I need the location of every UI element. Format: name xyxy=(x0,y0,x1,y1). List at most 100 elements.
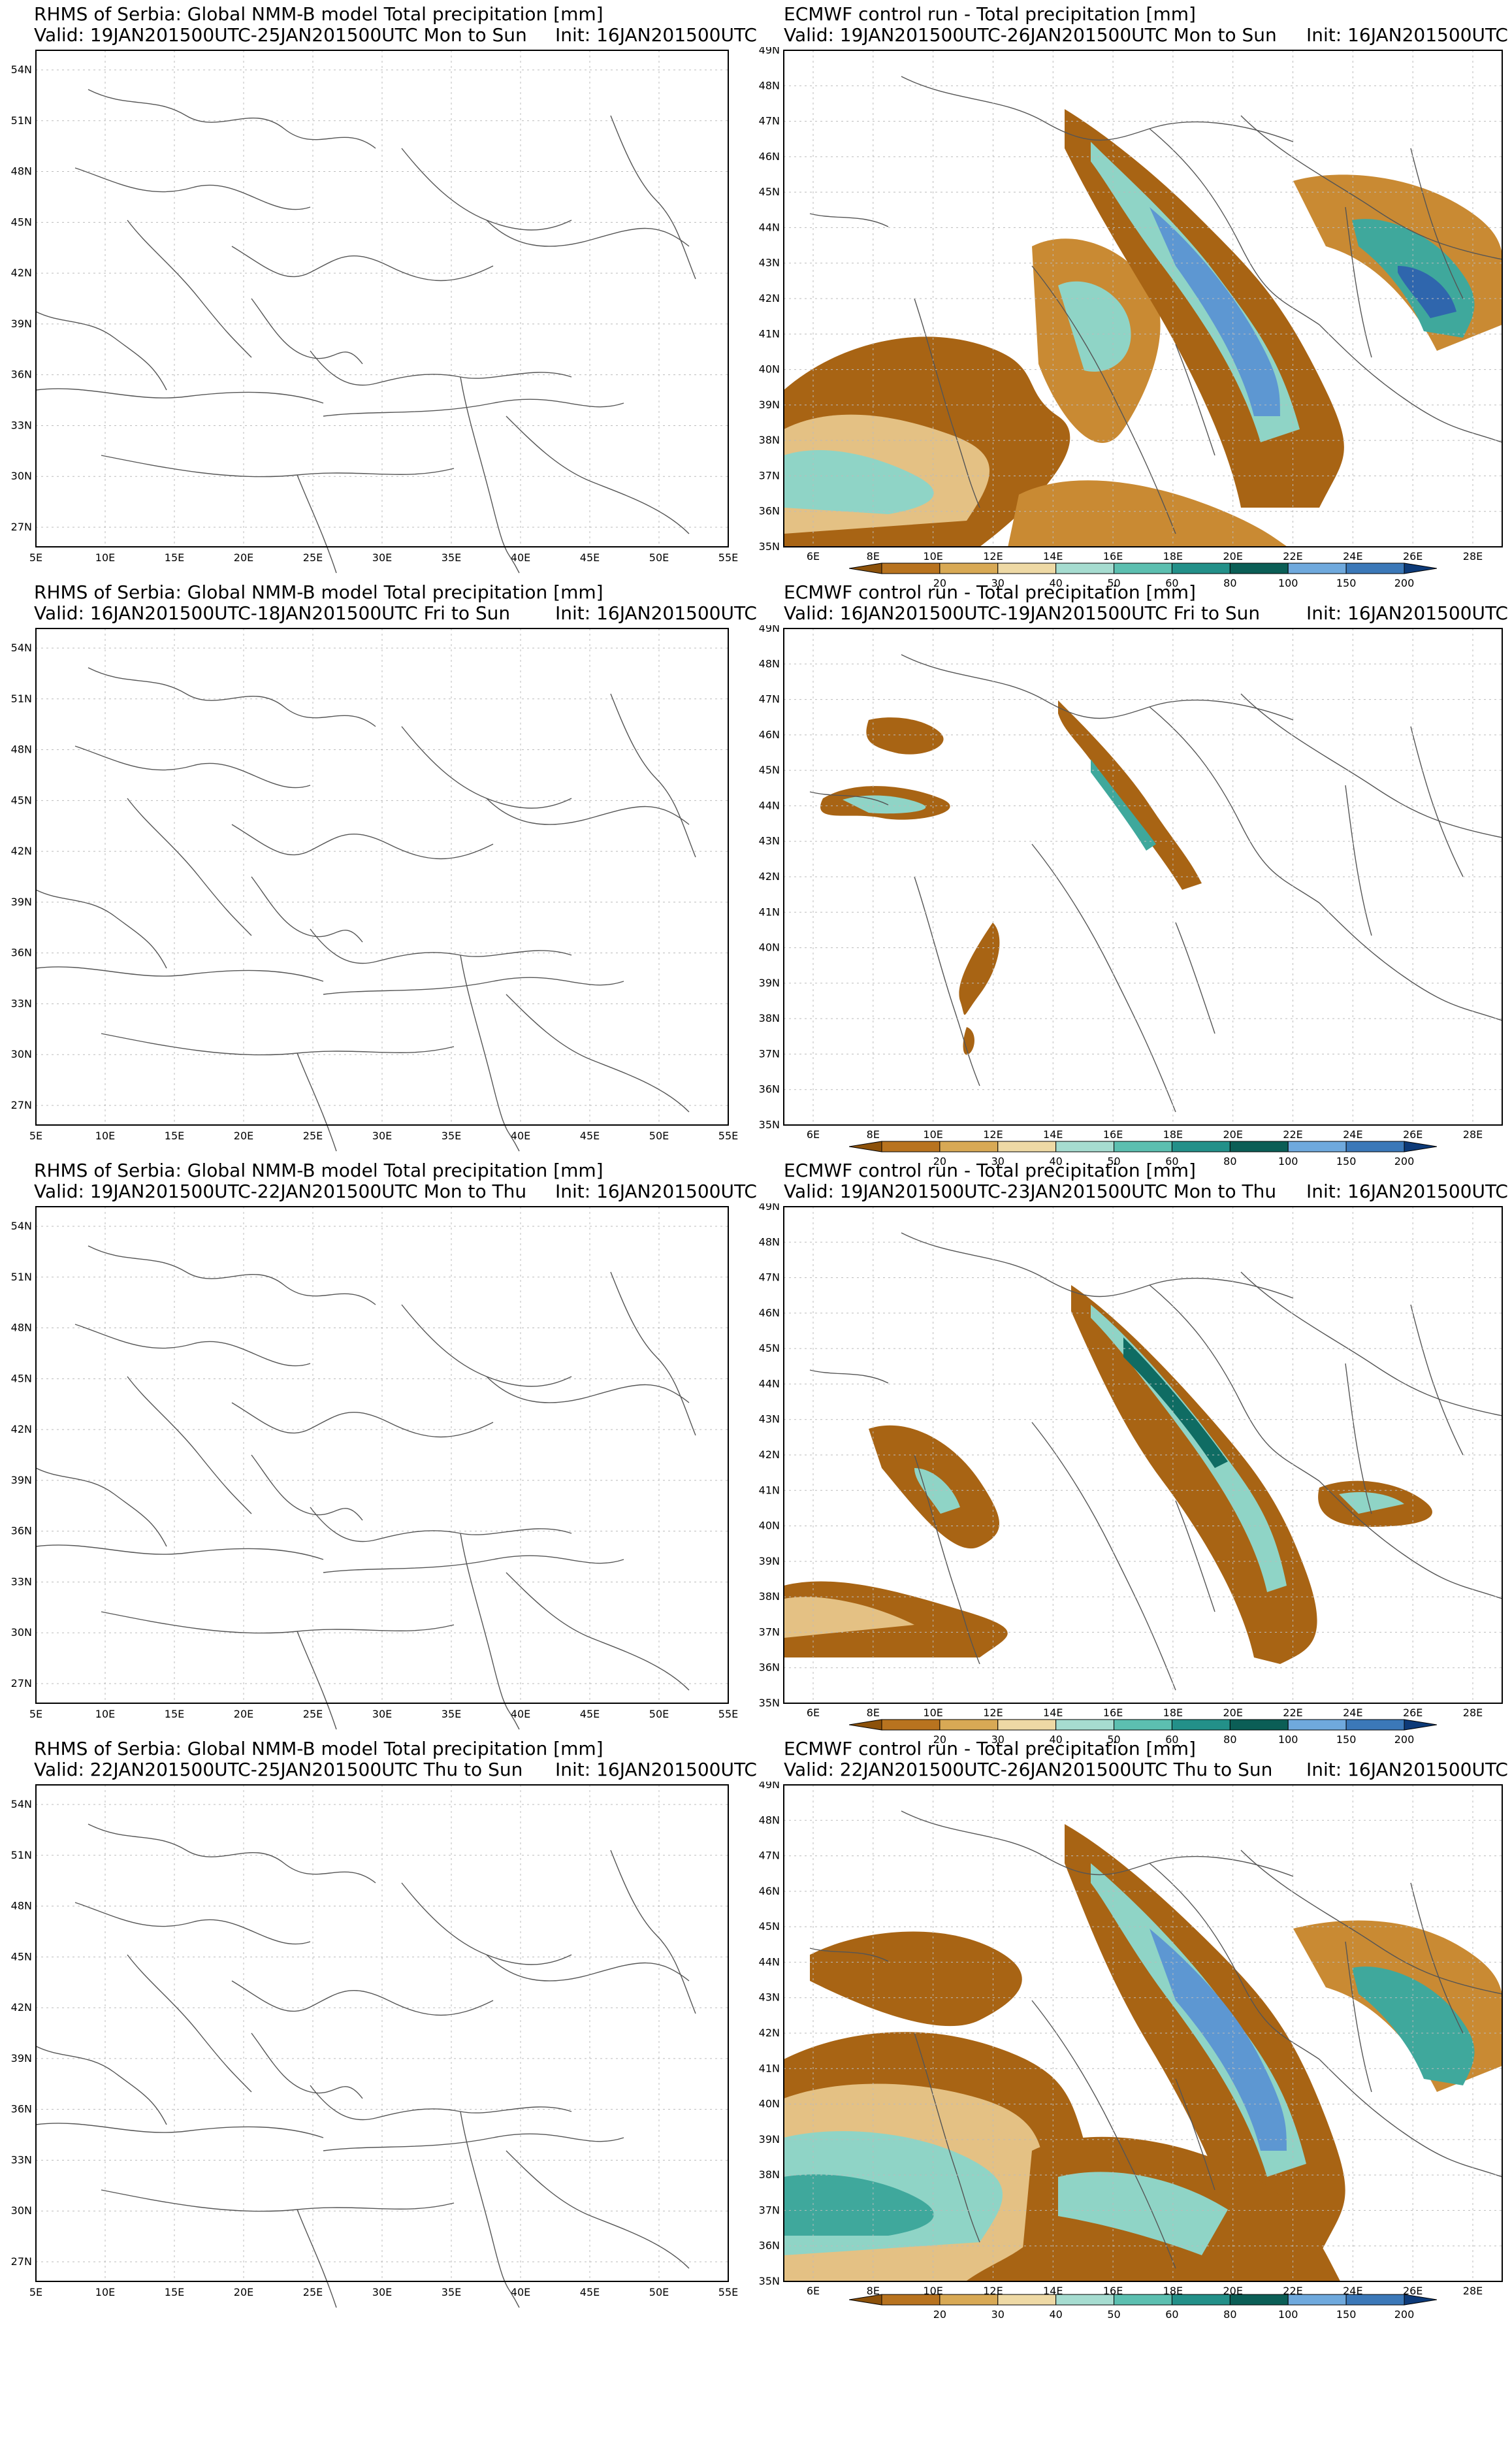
colorbar-segment xyxy=(939,1141,999,1152)
panel-init-time: Init: 16JAN201500UTC xyxy=(1306,1181,1508,1202)
lon-tick-label: 10E xyxy=(923,1706,942,1719)
lon-tick-label: 22E xyxy=(1283,550,1302,563)
lon-tick-label: 20E xyxy=(234,1708,253,1720)
precipitation-area xyxy=(784,1597,914,1638)
panel-init-time: Init: 16JAN201500UTC xyxy=(1306,1759,1508,1780)
colorbar-segment xyxy=(881,1141,941,1152)
lon-tick-label: 55E xyxy=(718,2286,738,2298)
lon-tick-label: 24E xyxy=(1343,550,1362,563)
lon-tick-label: 26E xyxy=(1403,2285,1423,2297)
colorbar-segment xyxy=(849,1719,882,1731)
lon-tick-label: 30E xyxy=(372,1708,392,1720)
precipitation-area xyxy=(866,717,944,755)
nmmb-map: 5E 10E 15E 20E 25E 30E 35E 40E 45E 50E 55E 54N 51N 48… xyxy=(11,50,738,574)
lat-tick-label: 41N xyxy=(759,906,780,918)
lat-tick-label: 48N xyxy=(11,1322,32,1334)
colorbar-label: 200 xyxy=(1394,1155,1415,1167)
lon-tick-label: 24E xyxy=(1343,1706,1362,1719)
lon-tick-label: 40E xyxy=(511,551,530,564)
colorbar-label: 200 xyxy=(1394,577,1415,589)
precipitation-area xyxy=(1352,1967,1475,2085)
precipitation-area xyxy=(1058,700,1202,890)
colorbar-label: 40 xyxy=(1049,1155,1062,1167)
lat-tick-label: 42N xyxy=(759,1448,780,1461)
lat-tick-label: 36N xyxy=(11,1525,32,1537)
lat-tick-label: 33N xyxy=(11,997,32,1009)
colorbar-segment xyxy=(1287,1719,1347,1731)
lon-tick-label: 26E xyxy=(1403,550,1423,563)
lat-tick-label: 48N xyxy=(11,1900,32,1912)
lon-tick-label: 20E xyxy=(234,2286,253,2298)
lat-tick-label: 27N xyxy=(11,521,32,533)
nmmb-map: 5E 10E 15E 20E 25E 30E 35E 40E 45E 50E 55E 54N 51N 48… xyxy=(11,1784,738,2308)
coastlines-borders xyxy=(35,1245,696,1730)
colorbar-segment xyxy=(1404,2294,1437,2306)
lon-tick-label: 16E xyxy=(1103,550,1123,563)
panel-valid-period: Valid: 22JAN201500UTC-26JAN201500UTC Thu… xyxy=(784,1759,1273,1780)
colorbar-label: 200 xyxy=(1394,1733,1415,1746)
colorbar-segment xyxy=(1114,563,1172,574)
panel-valid-period: Valid: 16JAN201500UTC-19JAN201500UTC Fri… xyxy=(784,602,1261,624)
lat-tick-label: 41N xyxy=(759,327,780,340)
lon-tick-label: 5E xyxy=(29,1708,42,1720)
lon-tick-label: 10E xyxy=(923,2285,942,2297)
colorbar-label: 50 xyxy=(1107,2308,1120,2321)
lat-tick-label: 44N xyxy=(759,1377,780,1390)
coastlines-borders xyxy=(809,1810,1502,2269)
lat-tick-label: 45N xyxy=(11,216,32,228)
colorbar-label: 200 xyxy=(1394,2308,1415,2321)
colorbar: 20 30 40 50 60 80 100 150 200 xyxy=(849,1719,1437,1746)
lon-tick-label: 40E xyxy=(511,1708,530,1720)
colorbar-label: 50 xyxy=(1107,1155,1120,1167)
colorbar-segment xyxy=(997,563,1057,574)
lat-tick-label: 45N xyxy=(11,794,32,806)
lat-tick-label: 36N xyxy=(11,2103,32,2115)
colorbar-label: 60 xyxy=(1165,2308,1178,2321)
lat-tick-label: 48N xyxy=(759,1814,780,1826)
lat-tick-label: 47N xyxy=(759,115,780,127)
lon-tick-label: 20E xyxy=(234,551,253,564)
lon-tick-label: 18E xyxy=(1163,1706,1183,1719)
lon-tick-label: 28E xyxy=(1463,2285,1483,2297)
panel-valid-period: Valid: 19JAN201500UTC-25JAN201500UTC Mon… xyxy=(34,24,527,46)
colorbar-label: 80 xyxy=(1223,2308,1236,2321)
lat-tick-label: 38N xyxy=(759,434,780,446)
lon-tick-label: 8E xyxy=(867,2285,880,2297)
colorbar-segment xyxy=(1345,563,1405,574)
colorbar: 20 30 40 50 60 80 100 150 200 xyxy=(849,1141,1437,1167)
colorbar: 20 30 40 50 60 80 100 150 200 xyxy=(849,563,1437,589)
precipitation-area xyxy=(1091,759,1156,851)
lat-tick-label: 39N xyxy=(759,977,780,989)
precipitation-area xyxy=(1339,1492,1404,1514)
colorbar-label: 30 xyxy=(991,1155,1005,1167)
lon-tick-label: 5E xyxy=(29,2286,42,2298)
lat-tick-label: 51N xyxy=(11,114,32,127)
lat-tick-label: 36N xyxy=(759,2240,780,2252)
lat-tick-label: 42N xyxy=(11,845,32,857)
lat-tick-label: 35N xyxy=(759,1697,780,1709)
lat-tick-label: 48N xyxy=(759,1235,780,1248)
colorbar-segment xyxy=(1345,1141,1405,1152)
colorbar-label: 50 xyxy=(1107,1733,1120,1746)
lon-tick-label: 55E xyxy=(718,1708,738,1720)
lat-tick-label: 27N xyxy=(11,1099,32,1111)
lat-tick-label: 36N xyxy=(11,947,32,959)
lon-tick-label: 22E xyxy=(1283,1706,1302,1719)
colorbar-segment xyxy=(939,563,999,574)
panel-title: ECMWF control run - Total precipitation … xyxy=(784,1160,1196,1181)
lon-tick-label: 20E xyxy=(1223,1706,1242,1719)
colorbar-segment xyxy=(1287,2294,1347,2306)
lat-tick-label: 49N xyxy=(759,1203,780,1213)
lat-tick-label: 42N xyxy=(11,1423,32,1435)
lat-tick-label: 45N xyxy=(759,764,780,776)
lat-tick-label: 39N xyxy=(759,1555,780,1567)
lat-tick-label: 33N xyxy=(11,1575,32,1588)
lon-tick-label: 14E xyxy=(1043,2285,1063,2297)
colorbar-label: 80 xyxy=(1223,1733,1236,1746)
colorbar-segment xyxy=(1404,1719,1437,1731)
lat-tick-label: 49N xyxy=(759,47,780,56)
lon-tick-label: 10E xyxy=(923,1128,942,1141)
colorbar-segment xyxy=(849,563,882,574)
lat-tick-label: 39N xyxy=(759,399,780,411)
lon-tick-label: 20E xyxy=(1223,1128,1242,1141)
